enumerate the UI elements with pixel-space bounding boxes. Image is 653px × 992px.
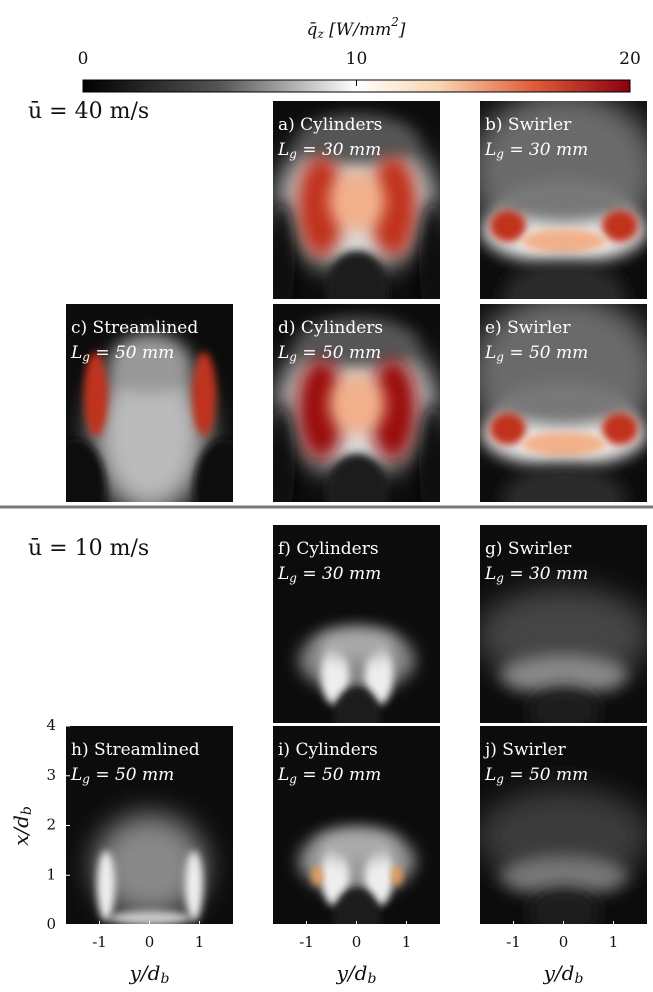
panel-label: h) Streamlined: [71, 740, 200, 760]
x-tick-label: 0: [559, 933, 569, 951]
heat-blob: [528, 888, 600, 936]
heat-blob: [490, 210, 526, 242]
panel-label: c) Streamlined: [71, 318, 198, 338]
heat-blob: [329, 171, 385, 231]
heat-blob: [46, 439, 106, 539]
heat-blob: [419, 201, 447, 321]
panel-label: d) Cylinders: [278, 318, 383, 338]
heat-blob: [490, 413, 526, 445]
heat-blob: [192, 352, 216, 436]
colorbar-tick-label: 0: [78, 49, 89, 69]
y-tick-label: 2: [46, 816, 56, 834]
section-title: ū = 40 m/s: [28, 99, 149, 124]
colorbar-tick-label: 20: [619, 49, 641, 69]
y-tick-label: 1: [46, 865, 56, 883]
x-tick-label: -1: [92, 933, 107, 951]
heat-blob: [522, 229, 606, 253]
x-axis-label: y/db​: [129, 961, 170, 988]
y-axis-label: x/db​: [9, 806, 36, 846]
x-tick-label: 1: [609, 933, 619, 951]
panel-label: f) Cylinders: [278, 539, 379, 559]
heat-blob: [502, 465, 626, 535]
panel-label: i) Cylinders: [278, 740, 378, 760]
colorbar-label: q̄z​ [W/mm2​]: [307, 15, 406, 41]
x-axis-label: y/db​: [336, 961, 377, 988]
section-title: ū = 10 m/s: [28, 536, 149, 561]
heat-blob: [317, 831, 397, 861]
heat-blob: [325, 454, 389, 534]
x-tick-label: 0: [352, 933, 362, 951]
x-tick-label: -1: [506, 933, 521, 951]
y-tick-label: 4: [46, 716, 56, 734]
panel-label: j) Swirler: [483, 740, 567, 760]
x-axis-label: y/db​: [543, 961, 584, 988]
panel-label: e) Swirler: [485, 318, 571, 338]
heat-blob: [97, 851, 115, 921]
x-tick-label: 1: [402, 933, 412, 951]
heat-blob: [329, 374, 385, 434]
heat-blob: [194, 439, 254, 539]
y-tick-label: 0: [46, 915, 56, 933]
colorbar-tick-label: 10: [346, 49, 368, 69]
x-tick-label: 0: [145, 933, 155, 951]
x-tick-label: 1: [195, 933, 205, 951]
panel-label: a) Cylinders: [278, 115, 382, 135]
panel: a) CylindersLg​ = 30 mm: [267, 101, 447, 331]
y-tick-label: 3: [46, 766, 56, 784]
heat-blob: [84, 352, 108, 436]
figure: q̄z​ [W/mm2​] ū = 40 m/s ū = 10 m/s 0102…: [0, 0, 653, 992]
heat-blob: [522, 432, 606, 456]
panel: j) SwirlerLg​ = 50 mm: [476, 726, 652, 936]
heat-field: [94, 814, 206, 925]
panel-label: b) Swirler: [485, 115, 572, 135]
heat-blob: [312, 866, 322, 886]
panel: h) StreamlinedLg​ = 50 mm: [66, 726, 233, 925]
x-tick-label: -1: [299, 933, 314, 951]
heat-blob: [317, 630, 397, 660]
heat-blob: [185, 851, 203, 921]
panel-label: g) Swirler: [485, 539, 572, 559]
heat-blob: [602, 413, 638, 445]
heat-blob: [602, 210, 638, 242]
heat-blob: [392, 866, 402, 886]
heat-blob: [267, 201, 295, 321]
